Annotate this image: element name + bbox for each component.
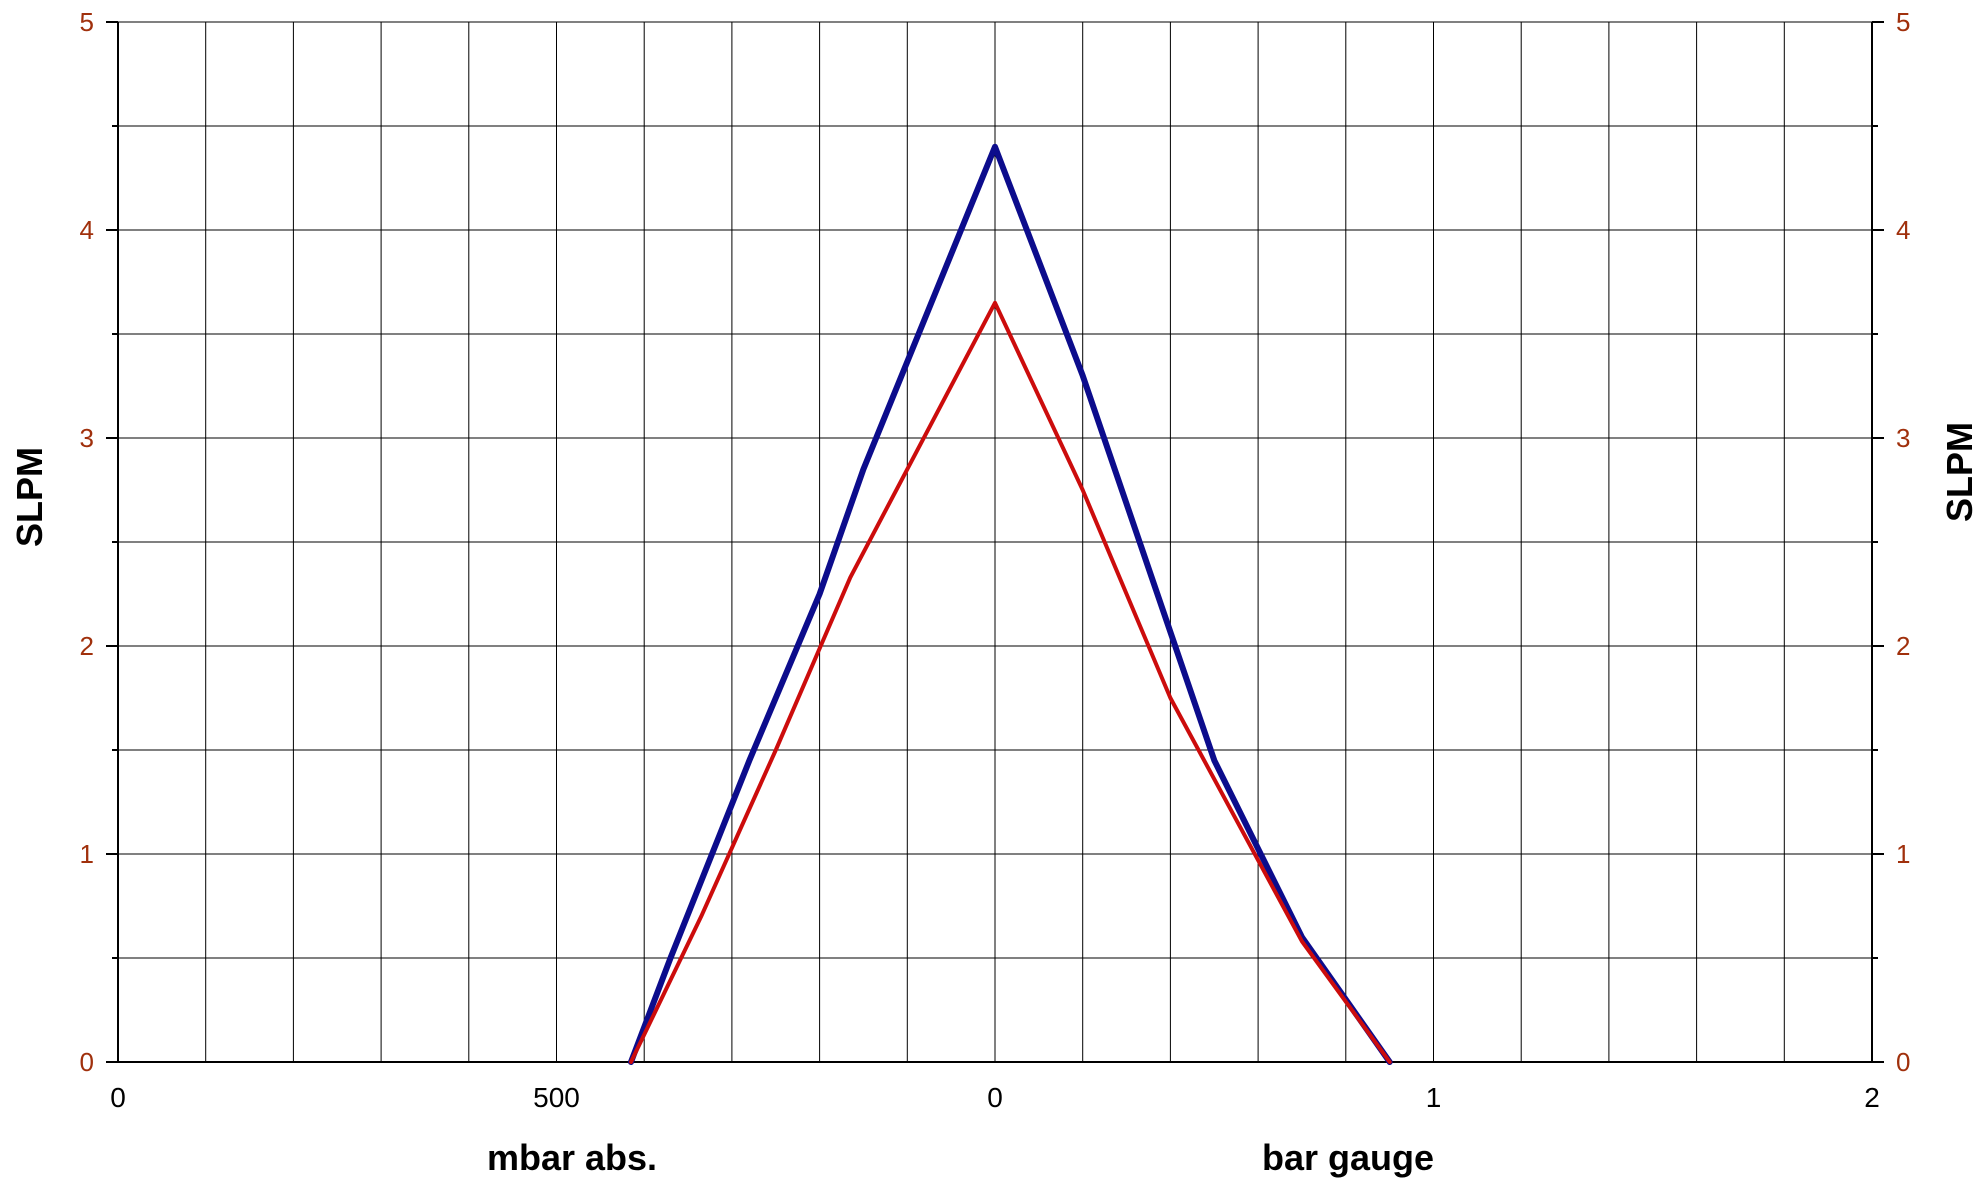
x-tick-label: 2 [1864,1082,1880,1113]
y-tick-label-left: 0 [80,1047,94,1077]
x-axis-title-mbar: mbar abs. [487,1137,657,1178]
x-axis-title-bar-gauge: bar gauge [1262,1137,1434,1178]
x-tick-label: 0 [987,1082,1003,1113]
y-tick-label-left: 1 [80,839,94,869]
y-tick-label-left: 3 [80,423,94,453]
y-tick-label-right: 2 [1896,631,1910,661]
y-tick-label-left: 5 [80,7,94,37]
y-tick-label-right: 0 [1896,1047,1910,1077]
y-axis-title-right: SLPM [1939,422,1980,522]
y-tick-label-left: 4 [80,215,94,245]
y-tick-label-right: 5 [1896,7,1910,37]
x-tick-label: 1 [1426,1082,1442,1113]
tick-labels: 0 01 12 23 34 45 50 500 0 1 2 [80,7,1911,1113]
y-tick-label-right: 1 [1896,839,1910,869]
x-tick-label: 500 [533,1082,580,1113]
axes [106,21,1884,1063]
y-tick-label-right: 4 [1896,215,1910,245]
data-series [628,143,1393,1065]
series-line-1 [628,143,1393,1065]
y-tick-label-right: 3 [1896,423,1910,453]
x-tick-label: 0 [110,1082,126,1113]
y-tick-label-left: 2 [80,631,94,661]
series-line-2 [629,300,1392,1064]
y-axis-title-left: SLPM [9,447,50,547]
gridlines [118,21,1872,1062]
